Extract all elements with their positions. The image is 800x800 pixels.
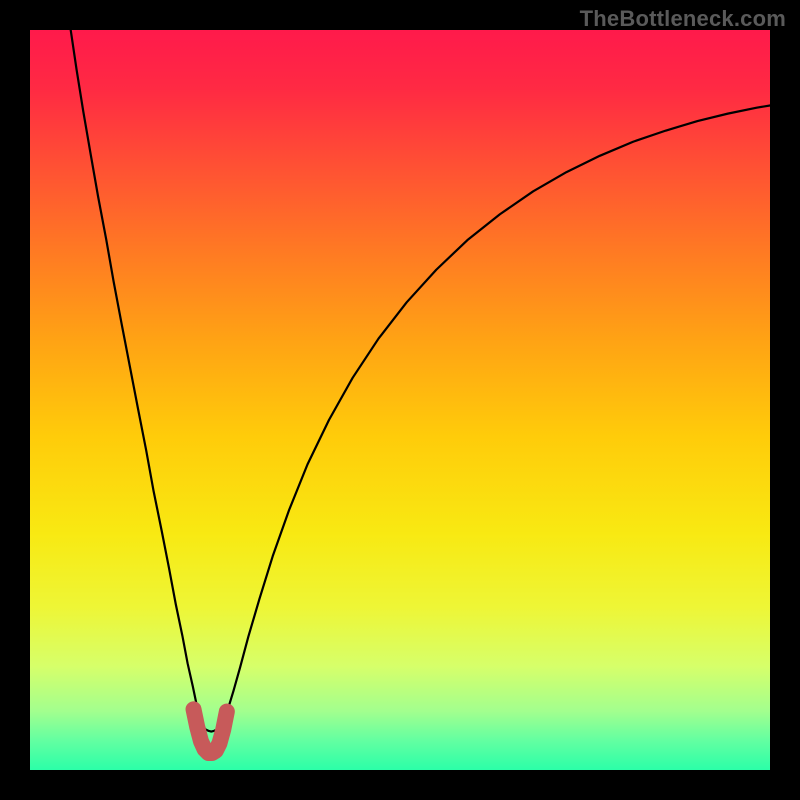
bottleneck-chart xyxy=(30,30,770,770)
chart-background xyxy=(30,30,770,770)
chart-frame: TheBottleneck.com xyxy=(0,0,800,800)
watermark-text: TheBottleneck.com xyxy=(580,6,786,32)
